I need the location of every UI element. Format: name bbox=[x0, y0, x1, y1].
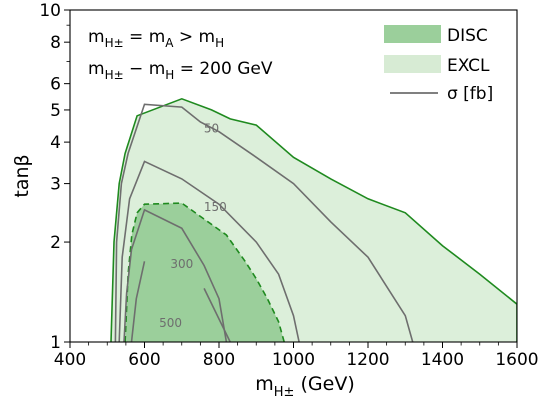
y-tick-label: 10 bbox=[39, 1, 61, 21]
x-tick-label: 1000 bbox=[272, 350, 315, 370]
contours-layer bbox=[114, 103, 414, 342]
legend-swatch-disc bbox=[384, 25, 441, 43]
region-boundary-excl bbox=[110, 97, 517, 342]
legend-label-excl: EXCL bbox=[447, 56, 490, 76]
x-axis-title: mH± (GeV) bbox=[255, 373, 354, 400]
x-tick-label: 1400 bbox=[421, 350, 464, 370]
sigma-contour-label-500: 500 bbox=[159, 316, 182, 330]
sigma-contour-50 bbox=[114, 103, 414, 342]
x-tick-label: 1600 bbox=[495, 350, 538, 370]
region-fill-disc bbox=[125, 203, 285, 342]
annotation-mass-relation: mH± = mA > mH bbox=[88, 27, 224, 50]
y-axis: 1 2 3 4 5 6 8 10 bbox=[39, 1, 70, 353]
x-tick-label: 600 bbox=[128, 350, 160, 370]
sigma-contour-500 bbox=[130, 261, 146, 342]
sigma-contour-label-50: 50 bbox=[204, 121, 219, 135]
legend-swatch-excl bbox=[384, 55, 441, 73]
x-axis: 400 600 800 1000 1200 1400 1600 bbox=[54, 342, 539, 370]
y-tick-label: 6 bbox=[50, 75, 61, 95]
sigma-contour-label-300: 300 bbox=[170, 257, 193, 271]
annotation-mass-splitting: mH± − mH = 200 GeV bbox=[88, 59, 273, 82]
region-boundary-disc bbox=[124, 202, 285, 342]
y-tick-label: 4 bbox=[50, 133, 61, 153]
sigma-contour-150 bbox=[118, 160, 300, 342]
x-tick-label: 800 bbox=[203, 350, 235, 370]
legend-label-sigma: σ [fb] bbox=[447, 84, 493, 104]
x-tick-label: 1200 bbox=[346, 350, 389, 370]
sigma-contour-300 bbox=[123, 208, 228, 342]
y-tick-label: 3 bbox=[50, 175, 61, 195]
y-tick-label: 5 bbox=[50, 101, 61, 121]
y-tick-label: 8 bbox=[50, 33, 61, 53]
y-tick-label: 2 bbox=[50, 233, 61, 253]
y-tick-label: 1 bbox=[50, 333, 61, 353]
sigma-contour-label-150: 150 bbox=[204, 200, 227, 214]
legend: DISC EXCL σ [fb] bbox=[384, 25, 493, 104]
x-tick-label: 400 bbox=[54, 350, 86, 370]
contour-labels-layer: 50 150 300 500 bbox=[159, 121, 227, 330]
legend-label-disc: DISC bbox=[447, 26, 488, 46]
regions-layer bbox=[110, 97, 517, 342]
sigma-contour-extra-4 bbox=[203, 288, 231, 342]
y-axis-title: tanβ bbox=[11, 154, 33, 197]
